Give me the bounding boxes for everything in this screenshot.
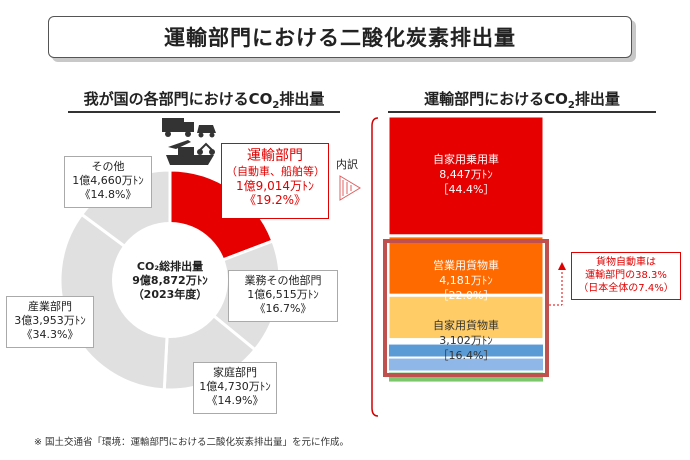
label-other: その他 1億4,660万ﾄﾝ 《14.8%》: [64, 156, 152, 208]
bar-seg-commercial: [386, 234, 546, 297]
passenger-percent: ［44.4%］: [437, 183, 495, 196]
freight-highlight-frame: [383, 239, 549, 377]
left-title-sub: 2: [272, 100, 280, 111]
breakdown-label: 内訳: [336, 158, 358, 171]
center-total-value: 9億8,872万ﾄﾝ: [132, 274, 208, 287]
vehicle-icons: [162, 118, 216, 165]
bar-label-passenger: 自家用乗用車 8,447万ﾄﾝ ［44.4%］: [388, 152, 544, 197]
stacked-bar: [386, 114, 546, 384]
transport-bracket: [371, 117, 379, 417]
note-line2: 運輸部門の38.3%: [585, 270, 667, 281]
other-name: その他: [91, 160, 125, 173]
freight-note: 貨物自動車は 運輸部門の38.3% （日本全体の7.4%）: [571, 252, 681, 300]
label-transport: 運輸部門 （自動車、船舶等） 1億9,014万ﾄﾝ 《19.2%》: [221, 143, 329, 219]
right-title-post: 排出量: [574, 90, 620, 108]
page-title-text: 運輸部門における二酸化炭素排出量: [164, 26, 516, 50]
passenger-value: 8,447万ﾄﾝ: [439, 168, 493, 181]
commercial-percent: ［22.0%］: [437, 289, 495, 302]
page-title: 運輸部門における二酸化炭素排出量: [48, 16, 632, 58]
bar-seg-private-truck: [386, 293, 546, 342]
industry-percent: 《34.3%》: [21, 328, 79, 341]
household-value: 1億4,730万ﾄﾝ: [199, 380, 271, 393]
center-year: （2023年度）: [132, 288, 208, 301]
other-value: 1億4,660万ﾄﾝ: [72, 174, 144, 187]
business-value: 1億6,515万ﾄﾝ: [247, 288, 319, 301]
ship-icon: [166, 147, 214, 165]
left-title-pre: 我が国の各部門におけるCO: [83, 90, 273, 108]
right-section-title: 運輸部門におけるCO2排出量: [388, 88, 656, 113]
private-truck-name: 自家用貨物車: [433, 319, 499, 332]
center-total-label: CO₂総排出量: [136, 260, 204, 273]
car-icon: [197, 125, 216, 138]
transport-name: 運輸部門: [247, 148, 303, 164]
bar-label-private-truck: 自家用貨物車 3,102万ﾄﾝ ［16.4%］: [388, 318, 544, 363]
transport-value: 1億9,014万ﾄﾝ: [236, 179, 314, 193]
breakdown-arrow-icon: [339, 175, 361, 201]
label-household: 家庭部門 1億4,730万ﾄﾝ 《14.9%》: [193, 362, 277, 414]
business-name: 業務その他部門: [244, 274, 322, 287]
transport-percent: 《19.2%》: [243, 193, 307, 207]
note-line1: 貨物自動車は: [596, 257, 656, 268]
private-truck-percent: ［16.4%］: [437, 349, 495, 362]
industry-name: 産業部門: [28, 300, 72, 313]
commercial-name: 営業用貨物車: [433, 259, 499, 272]
bar-seg-passenger: [386, 114, 546, 238]
household-percent: 《14.9%》: [206, 394, 264, 407]
footnote: ※ 国土交通省「環境：運輸部門における二酸化炭素排出量」を元に作成。: [34, 437, 349, 448]
airplane-icon: [168, 140, 191, 149]
label-industry: 産業部門 3億3,953万ﾄﾝ 《34.3%》: [6, 296, 94, 348]
industry-value: 3億3,953万ﾄﾝ: [14, 314, 86, 327]
business-percent: 《16.7%》: [254, 302, 312, 315]
right-title-sub: 2: [567, 100, 575, 111]
donut-hole: [112, 222, 228, 338]
bar-seg-unlabeled-3: [387, 370, 545, 384]
bar-label-commercial: 営業用貨物車 4,181万ﾄﾝ ［22.0%］: [388, 258, 544, 303]
left-title-post: 排出量: [279, 90, 325, 108]
left-section-title: 我が国の各部門におけるCO2排出量: [68, 88, 340, 113]
household-name: 家庭部門: [213, 366, 257, 379]
note-arrowhead: [558, 262, 566, 270]
private-truck-value: 3,102万ﾄﾝ: [439, 334, 493, 347]
transport-sublabel: （自動車、船舶等）: [226, 165, 325, 178]
other-percent: 《14.8%》: [79, 188, 137, 201]
motorcycle-icon: [197, 142, 215, 155]
pie-center-label: CO₂総排出量 9億8,872万ﾄﾝ （2023年度）: [120, 260, 220, 302]
passenger-name: 自家用乗用車: [433, 153, 499, 166]
truck-icon: [162, 118, 194, 137]
right-title-pre: 運輸部門におけるCO: [424, 90, 568, 108]
note-line3: （日本全体の7.4%）: [578, 283, 674, 294]
label-business: 業務その他部門 1億6,515万ﾄﾝ 《16.7%》: [228, 270, 338, 322]
commercial-value: 4,181万ﾄﾝ: [439, 274, 493, 287]
